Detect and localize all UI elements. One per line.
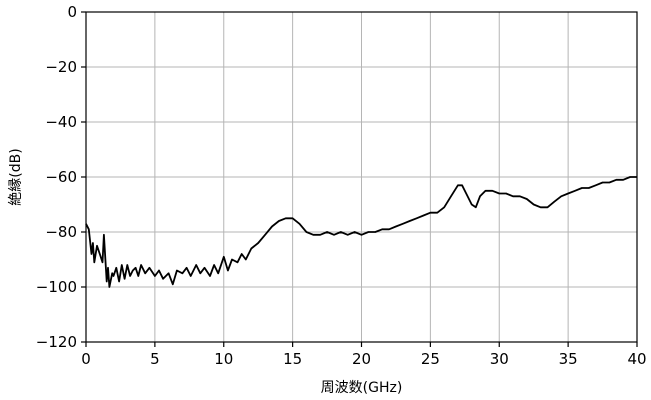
x-tick-label-6: 30 [490, 350, 509, 368]
y-tick-label-1: −20 [45, 58, 77, 76]
y-tick-label-5: −100 [36, 278, 77, 296]
x-tick-label-8: 40 [627, 350, 646, 368]
y-tick-label-4: −80 [45, 223, 77, 241]
x-tick-label-4: 20 [352, 350, 371, 368]
y-tick-label-3: −60 [45, 168, 77, 186]
axis-ticks: 0 5 10 15 20 25 30 35 40 0 −20 −40 −60 −80 −100 −120 [36, 3, 647, 368]
x-tick-label-3: 15 [283, 350, 302, 368]
y-tick-label-0: 0 [67, 3, 77, 21]
series-line-0 [85, 176, 637, 288]
x-tick-label-2: 10 [214, 350, 233, 368]
y-axis-label: 絶縁(dB) [8, 148, 24, 205]
grid [86, 12, 637, 342]
y-tick-label-6: −120 [36, 333, 77, 351]
x-tick-label-1: 5 [150, 350, 160, 368]
series-layer [85, 176, 637, 288]
y-tick-label-2: −40 [45, 113, 77, 131]
x-axis-label: 周波数(GHz) [321, 380, 403, 396]
x-tick-label-0: 0 [81, 350, 91, 368]
x-tick-label-7: 35 [559, 350, 578, 368]
x-tick-label-5: 25 [421, 350, 440, 368]
